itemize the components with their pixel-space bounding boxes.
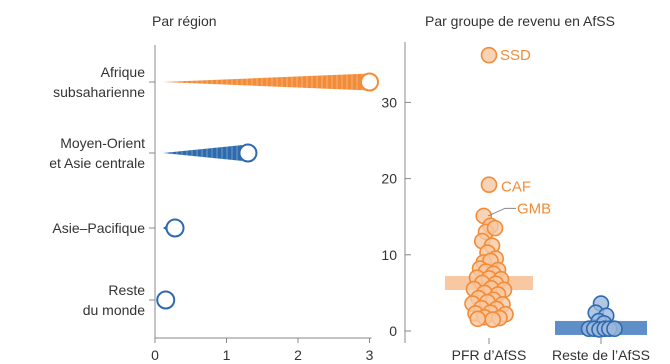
left-x-tick-label: 2 [294, 347, 302, 363]
group-label: PFR d’AfSS [452, 347, 527, 363]
left-x-tick-label: 0 [151, 347, 159, 363]
country-point [484, 311, 502, 328]
left-category-label: Reste [108, 282, 145, 298]
region-value-marker [238, 143, 258, 163]
right-y-tick-label: 30 [381, 94, 397, 110]
annotation-ssd: SSD [500, 47, 531, 64]
group-label: Reste de l’AfSS [552, 347, 650, 363]
country-point [606, 320, 623, 338]
region-value-marker [156, 290, 176, 310]
left-panel-title: Par région [152, 13, 217, 29]
country-point [469, 310, 487, 328]
annotation-caf: CAF [501, 179, 531, 196]
region-bar [163, 73, 370, 91]
right-y-tick-label: 0 [389, 323, 397, 339]
left-category-label: et Asie centrale [49, 155, 145, 171]
region-value-marker [360, 72, 379, 92]
left-category-label: Asie–Pacifique [52, 220, 145, 236]
annotation-gmb-leader [487, 207, 516, 217]
left-x-tick-label: 1 [223, 347, 231, 363]
annotation-gmb: GMB [517, 200, 551, 217]
region-value-marker [165, 218, 185, 238]
country-point [480, 176, 498, 193]
left-category-label: Afrique [101, 64, 146, 80]
country-point [486, 219, 504, 237]
left-category-label: subsaharienne [53, 84, 145, 100]
left-x-tick-label: 3 [366, 347, 374, 363]
left-category-label: du monde [83, 302, 145, 318]
left-panel-region: Par région 0 1 2 3 Afrique subsaharienne Moyen… [49, 13, 379, 363]
region-bar [163, 144, 248, 162]
right-panel-title: Par groupe de revenu en AfSS [425, 13, 615, 29]
left-category-label: Moyen-Orient [60, 135, 145, 151]
right-panel-income: Par groupe de revenu en AfSS 0 10 20 30 PFR … [381, 13, 650, 363]
right-y-tick-label: 10 [381, 247, 397, 263]
country-point [480, 46, 498, 64]
right-y-tick-label: 20 [381, 171, 397, 187]
